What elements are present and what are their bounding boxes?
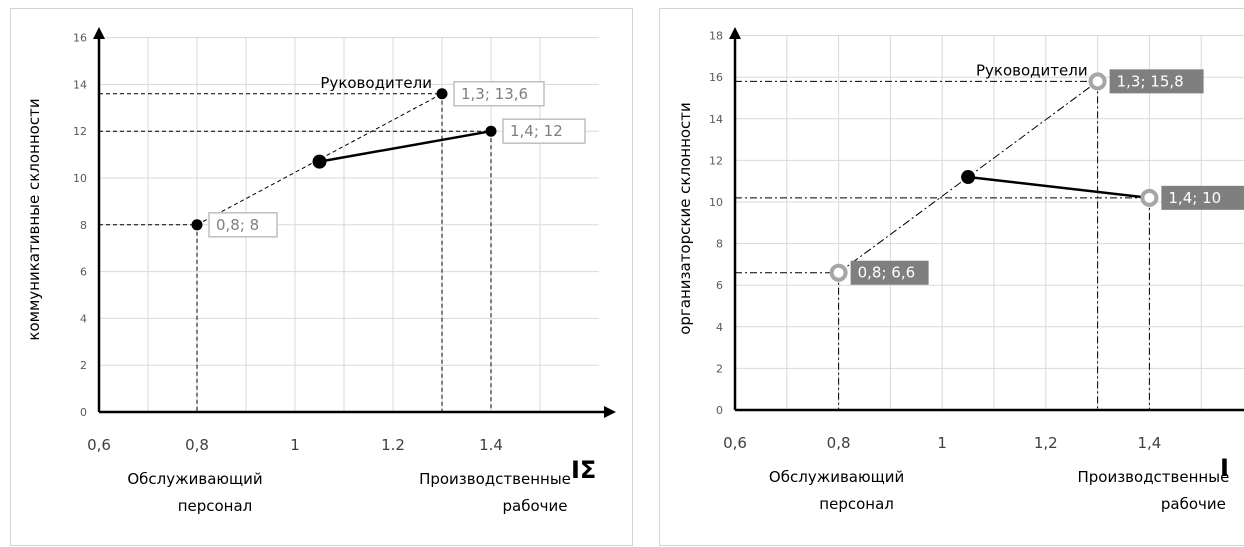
series-line-solid <box>967 175 1150 200</box>
data-label: 1,3; 15,8 <box>1117 72 1184 90</box>
y-tick-label: 16 <box>709 71 723 84</box>
data-point <box>1140 188 1159 207</box>
x-tick-label: 1.2 <box>381 436 405 454</box>
category-label-production-line2: рабочие <box>503 497 568 515</box>
x-tick-label: 1.4 <box>479 436 503 454</box>
y-tick-label: 8 <box>80 219 87 232</box>
y-axis-title: организаторские склонности <box>676 102 694 335</box>
data-point-midpoint <box>312 154 327 169</box>
data-point-midpoint <box>961 170 976 185</box>
chart-panel-communicative: 0 2 4 6 8 10 12 14 16 0,6 0,8 1 1.2 1.4 коммуникативны… <box>10 8 633 546</box>
category-label-production-line2: рабочие <box>1161 495 1226 513</box>
y-axis-title: коммуникативные склонности <box>25 98 43 340</box>
data-label-box <box>1109 69 1204 94</box>
x-axis-title: I <box>1220 454 1229 482</box>
category-label-production-line1: Производственные <box>419 470 571 488</box>
y-tick-label: 0 <box>80 406 87 419</box>
y-tick-label: 2 <box>716 362 723 375</box>
category-label-service-line2: персонал <box>819 495 894 513</box>
series-line-dashed <box>196 93 443 226</box>
category-label-managers: Руководители <box>320 74 432 92</box>
series-line-solid <box>319 129 492 163</box>
y-tick-label: 4 <box>80 312 87 325</box>
y-tick-label: 8 <box>716 238 723 251</box>
x-tick-label: 0,6 <box>723 434 747 452</box>
data-label: 1,4; 10 <box>1168 189 1221 207</box>
category-label-service-line2: персонал <box>178 497 253 515</box>
y-axis-arrow <box>93 27 105 39</box>
x-tick-label: 0,8 <box>185 436 209 454</box>
y-tick-label: 10 <box>709 196 723 209</box>
y-tick-label: 14 <box>73 78 87 91</box>
x-axis-arrow <box>604 406 616 418</box>
y-tick-label: 12 <box>709 154 723 167</box>
x-tick-label: 1,2 <box>1034 434 1058 452</box>
y-axis-arrow <box>729 27 741 39</box>
y-tick-label: 2 <box>80 359 87 372</box>
y-tick-label: 6 <box>716 279 723 292</box>
x-axis-title: IΣ <box>571 456 596 484</box>
data-label-box <box>850 260 929 285</box>
y-tick-label: 14 <box>709 113 723 126</box>
data-label-box <box>1161 185 1244 210</box>
x-tick-label: 1 <box>290 436 300 454</box>
communicative-chart: 0 2 4 6 8 10 12 14 16 0,6 0,8 1 1.2 1.4 коммуникативны… <box>25 27 616 515</box>
data-point <box>436 88 448 100</box>
data-point <box>829 263 848 282</box>
data-label-box <box>502 118 586 144</box>
data-label-box <box>453 81 545 107</box>
y-tick-label: 16 <box>73 32 87 45</box>
y-tick-label: 10 <box>73 172 87 185</box>
category-label-production-line1: Производственные <box>1077 468 1229 486</box>
y-tick-label: 12 <box>73 125 87 138</box>
chart-panel-organizational: 0 2 4 6 8 10 12 14 16 18 0,6 0,8 1 1,2 1,4 организаторс… <box>659 8 1244 546</box>
x-tick-label: 1 <box>937 434 947 452</box>
x-tick-label: 1,4 <box>1137 434 1161 452</box>
y-tick-label: 0 <box>716 404 723 417</box>
data-label-box <box>208 212 278 238</box>
y-tick-label: 4 <box>716 321 723 334</box>
organizational-chart: 0 2 4 6 8 10 12 14 16 18 0,6 0,8 1 1,2 1,4 организаторс… <box>676 27 1244 513</box>
data-point <box>191 219 203 231</box>
data-label: 0,8; 8 <box>216 216 259 234</box>
data-label: 1,4; 12 <box>510 122 563 140</box>
y-tick-label: 18 <box>709 30 723 43</box>
category-label-managers: Руководители <box>976 61 1088 79</box>
y-tick-label: 6 <box>80 266 87 279</box>
category-label-service-line1: Обслуживающий <box>127 470 262 488</box>
data-point <box>1088 72 1107 91</box>
data-label: 0,8; 6,6 <box>858 264 916 282</box>
x-tick-label: 0,8 <box>827 434 851 452</box>
x-tick-label: 0,6 <box>87 436 111 454</box>
data-label: 1,3; 13,6 <box>461 85 528 103</box>
data-point <box>485 125 497 137</box>
category-label-service-line1: Обслуживающий <box>769 468 904 486</box>
